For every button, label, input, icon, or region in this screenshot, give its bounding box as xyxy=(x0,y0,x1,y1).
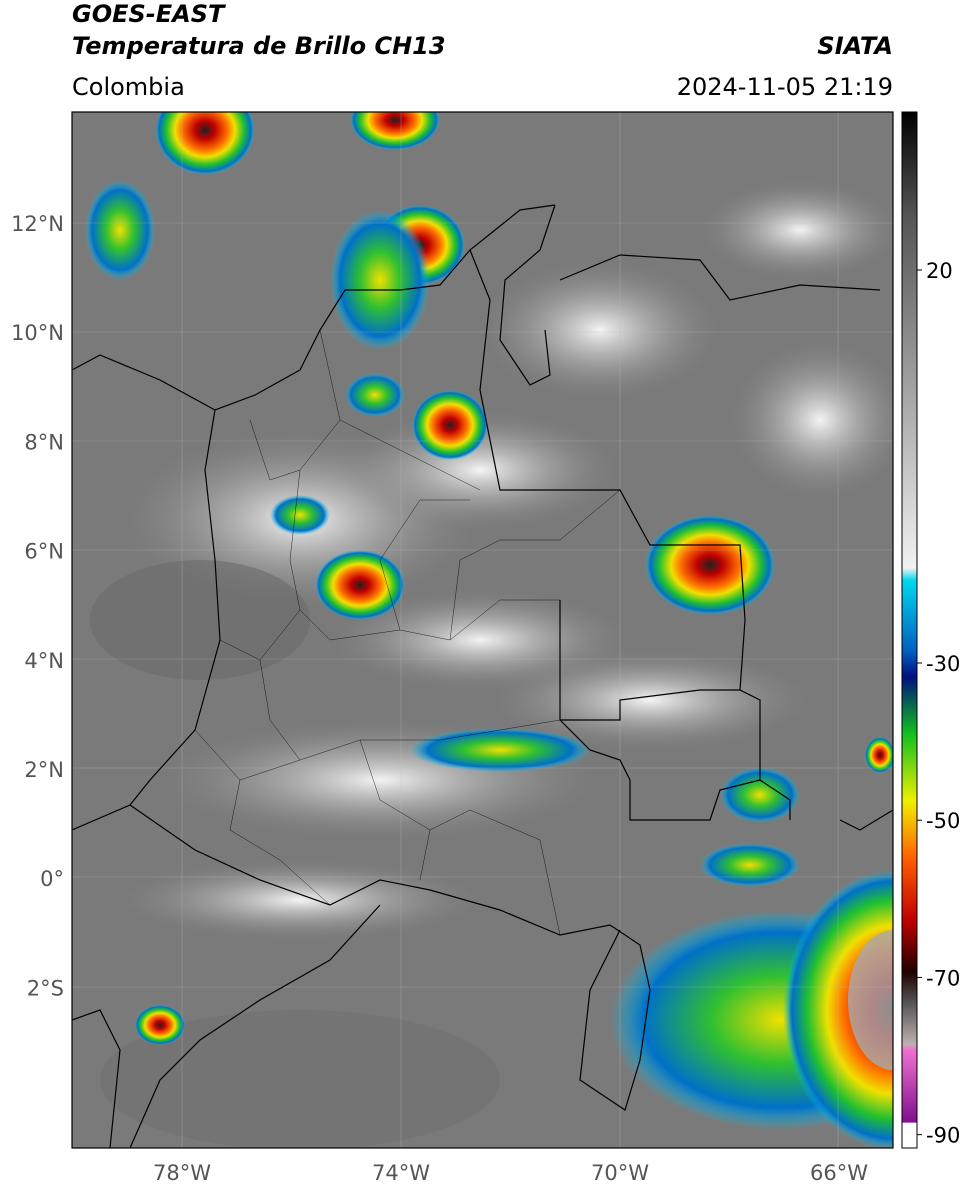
subtitle: Temperatura de Brillo CH13 xyxy=(72,32,446,60)
satellite-image xyxy=(72,112,893,1148)
colorbar xyxy=(901,111,918,1149)
title: GOES-EAST xyxy=(72,0,226,28)
colorbar-label: 20 xyxy=(926,259,953,283)
lat-label: 10°N xyxy=(11,321,64,345)
colorbar-label: -30 xyxy=(926,652,960,676)
colorbar-label: -90 xyxy=(926,1124,960,1148)
lat-label: 6°N xyxy=(24,540,64,564)
lon-label: 78°W xyxy=(153,1161,211,1185)
lat-label: 2°N xyxy=(24,758,64,782)
lat-label: 2°S xyxy=(27,976,64,1000)
lat-label: 12°N xyxy=(11,212,64,236)
datetime: 2024-11-05 21:19 xyxy=(677,73,893,101)
lat-label: 8°N xyxy=(24,430,64,454)
map-frame xyxy=(71,111,894,1149)
colorbar-label: -50 xyxy=(926,809,960,833)
lat-label: 0° xyxy=(40,867,64,891)
lon-label: 74°W xyxy=(372,1161,430,1185)
source: SIATA xyxy=(817,32,893,60)
lon-label: 70°W xyxy=(591,1161,649,1185)
lon-label: 66°W xyxy=(810,1161,868,1185)
lat-label: 4°N xyxy=(24,649,64,673)
region: Colombia xyxy=(72,73,185,101)
colorbar-label: -70 xyxy=(926,966,960,990)
